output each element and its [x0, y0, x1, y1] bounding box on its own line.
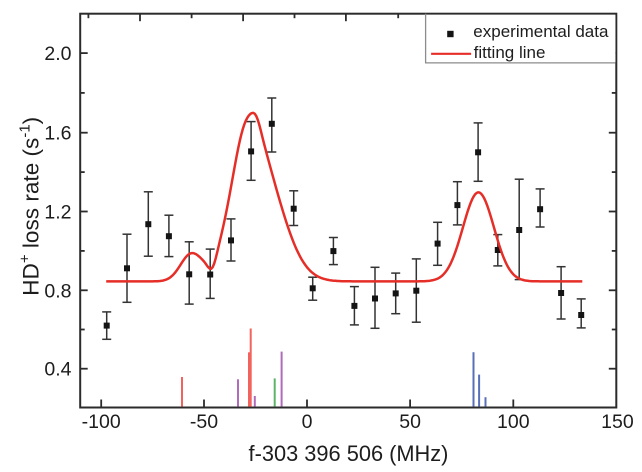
- svg-text:1.6: 1.6: [44, 123, 71, 145]
- svg-text:100: 100: [497, 411, 530, 433]
- svg-text:0: 0: [302, 411, 313, 433]
- svg-text:50: 50: [399, 411, 421, 433]
- svg-text:-50: -50: [190, 411, 218, 433]
- svg-text:150: 150: [601, 411, 634, 433]
- svg-text:experimental data: experimental data: [473, 22, 609, 41]
- svg-text:1.2: 1.2: [44, 201, 71, 223]
- svg-text:fitting line: fitting line: [474, 43, 546, 62]
- svg-text:f-303 396 506 (MHz): f-303 396 506 (MHz): [249, 441, 449, 466]
- svg-text:0.4: 0.4: [44, 359, 71, 381]
- svg-text:2.0: 2.0: [44, 43, 71, 65]
- svg-text:0.8: 0.8: [44, 280, 71, 302]
- svg-text:HD+ loss rate (s-1): HD+ loss rate (s-1): [16, 117, 43, 296]
- svg-text:-100: -100: [82, 411, 121, 433]
